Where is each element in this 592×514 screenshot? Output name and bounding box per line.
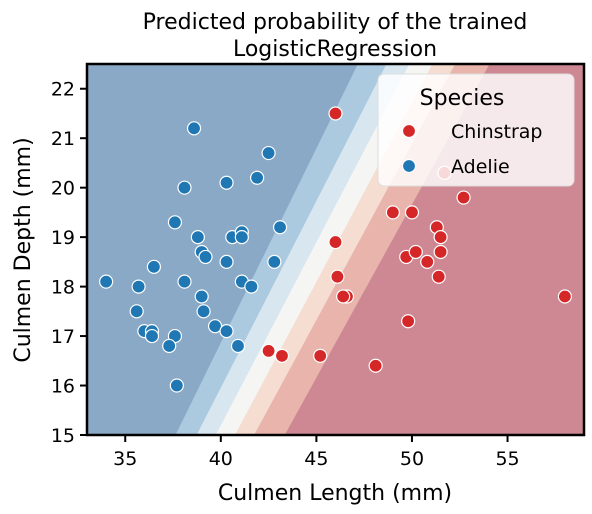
point-chinstrap-20	[313, 348, 328, 363]
point-adelie-19	[244, 279, 259, 294]
point-chinstrap-13	[431, 269, 446, 284]
y-axis-label: Culmen Depth (mm)	[11, 137, 36, 362]
point-adelie-30	[162, 338, 177, 354]
x-tick-label-35: 35	[113, 448, 137, 470]
legend-label-adelie: Adelie	[451, 156, 510, 178]
point-adelie-3	[219, 175, 234, 190]
x-tick-label-55: 55	[495, 448, 519, 470]
point-adelie-17	[177, 274, 192, 289]
point-chinstrap-9	[408, 244, 423, 260]
point-adelie-20	[131, 279, 146, 294]
legend-marker-adelie	[401, 158, 417, 174]
point-chinstrap-11	[420, 254, 435, 269]
point-chinstrap-7	[433, 230, 448, 245]
x-axis-label: Culmen Length (mm)	[218, 481, 452, 506]
legend-marker-chinstrap	[401, 123, 417, 139]
point-chinstrap-0	[328, 106, 343, 121]
legend: Species Chinstrap Adelie	[377, 73, 575, 187]
point-chinstrap-16	[557, 289, 572, 304]
point-adelie-32	[169, 378, 184, 393]
point-adelie-23	[196, 304, 211, 319]
point-chinstrap-17	[401, 314, 416, 329]
y-tick-label-16: 16	[51, 376, 75, 398]
point-chinstrap-2	[456, 190, 471, 205]
y-tick-label-15: 15	[51, 425, 75, 447]
point-chinstrap-21	[368, 358, 383, 373]
chart-title-line-2: LogisticRegression	[233, 37, 437, 62]
legend-title: Species	[420, 86, 505, 111]
y-tick-label-22: 22	[51, 79, 75, 101]
point-adelie-6	[190, 230, 205, 245]
point-chinstrap-4	[404, 205, 420, 220]
scatter-points	[99, 106, 572, 393]
x-axis: 35 40 45 50 55	[113, 435, 520, 470]
x-tick-label-40: 40	[209, 448, 233, 470]
point-adelie-15	[146, 259, 162, 274]
y-tick-label-21: 21	[51, 128, 75, 150]
plot-frame	[85, 62, 586, 437]
point-chinstrap-18	[261, 343, 276, 359]
y-tick-label-17: 17	[51, 326, 75, 348]
y-tick-label-20: 20	[51, 178, 75, 200]
point-chinstrap-6	[328, 234, 343, 250]
y-axis: 15 16 17 18 19 20 21 22	[51, 79, 87, 447]
point-adelie-16	[99, 274, 114, 289]
point-chinstrap-15	[336, 289, 351, 304]
point-chinstrap-19	[274, 348, 290, 363]
chart-title-line-1: Predicted probability of the trained	[143, 10, 528, 35]
point-adelie-21	[194, 289, 209, 304]
point-adelie-22	[129, 304, 144, 319]
y-tick-label-19: 19	[51, 227, 75, 249]
legend-label-chinstrap: Chinstrap	[451, 121, 543, 143]
point-adelie-5	[167, 215, 183, 230]
point-adelie-10	[272, 220, 288, 235]
x-tick-label-45: 45	[304, 448, 328, 470]
point-adelie-31	[230, 338, 246, 354]
point-chinstrap-12	[330, 269, 345, 284]
point-adelie-1	[261, 145, 276, 161]
legend-box	[377, 73, 575, 187]
point-adelie-25	[219, 324, 234, 339]
point-adelie-0	[186, 121, 202, 136]
point-adelie-13	[219, 254, 234, 269]
x-tick-label-50: 50	[400, 448, 424, 470]
point-adelie-2	[177, 180, 192, 195]
point-chinstrap-3	[385, 205, 400, 220]
point-adelie-28	[144, 328, 160, 344]
point-adelie-14	[267, 254, 282, 269]
y-tick-label-18: 18	[51, 277, 75, 299]
point-adelie-12	[198, 249, 213, 265]
point-adelie-9	[234, 230, 249, 245]
point-adelie-4	[250, 170, 265, 185]
point-chinstrap-10	[433, 244, 448, 260]
